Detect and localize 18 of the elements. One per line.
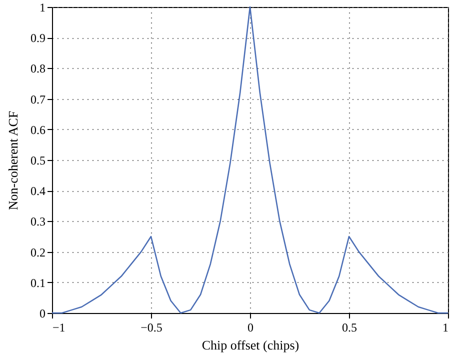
y-tick-label: 0.9 [30, 31, 46, 46]
y-tick-label: 0.7 [30, 92, 46, 106]
y-tick-label: 0 [40, 306, 46, 320]
y-tick-label: 1 [40, 0, 46, 14]
y-tick-label: 0.1 [30, 276, 46, 290]
x-tick-label: 1 [442, 320, 448, 334]
x-tick-label: −0.5 [140, 320, 162, 334]
y-tick-label: 0.5 [30, 154, 46, 168]
y-tick-label: 0.6 [30, 122, 46, 137]
x-tick-label: −1 [52, 320, 66, 334]
x-tick-label: 0.5 [342, 320, 357, 334]
y-tick-label: 0.4 [30, 184, 46, 198]
x-axis-title: Chip offset (chips) [202, 338, 300, 352]
x-tick-label: 0 [248, 320, 254, 334]
y-tick-label: 0.8 [30, 62, 46, 76]
y-axis-title: Non-coherent ACF [6, 110, 20, 210]
y-tick-label: 0.3 [30, 214, 46, 229]
y-tick-label: 0.2 [30, 245, 46, 260]
